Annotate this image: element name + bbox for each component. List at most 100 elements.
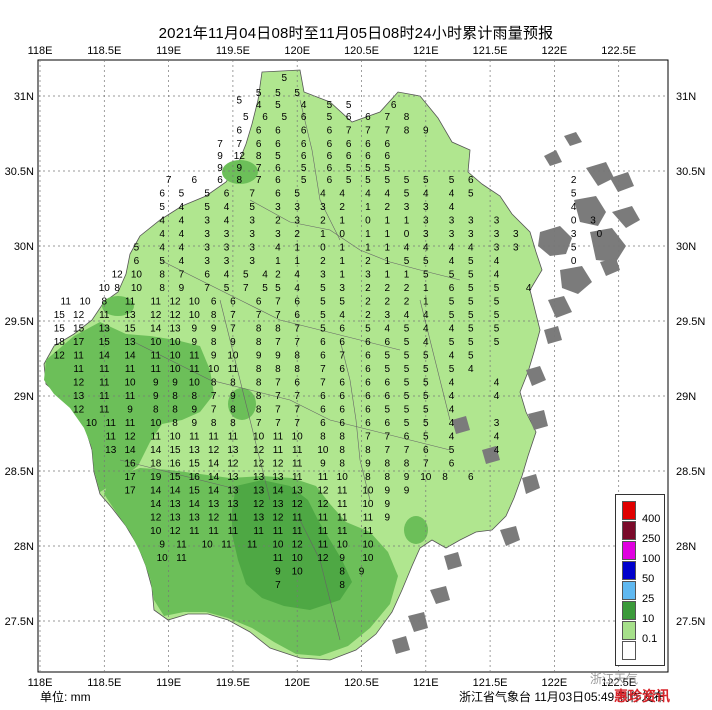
rainfall-value: 11 xyxy=(292,472,303,483)
rainfall-value: 1 xyxy=(423,283,429,294)
rainfall-value: 8 xyxy=(404,459,410,470)
rainfall-value: 6 xyxy=(294,297,300,308)
rainfall-value: 3 xyxy=(204,229,210,240)
rainfall-value: 5 xyxy=(294,88,300,99)
rainfall-value: 5 xyxy=(275,100,281,111)
rainfall-value: 11 xyxy=(99,378,110,389)
rainfall-value: 6 xyxy=(339,391,345,402)
rainfall-value: 17 xyxy=(124,472,136,483)
rainfall-value: 10 xyxy=(362,553,374,564)
rainfall-value: 6 xyxy=(192,175,198,186)
rainfall-value: 4 xyxy=(449,256,455,267)
rainfall-value: 4 xyxy=(423,310,429,321)
rainfall-value: 12 xyxy=(73,405,85,416)
rainfall-value: 8 xyxy=(256,391,262,402)
rainfall-value: 4 xyxy=(449,418,455,429)
rainfall-value: 4 xyxy=(275,243,281,254)
rainfall-value: 11 xyxy=(61,297,72,308)
rainfall-value: 13 xyxy=(73,391,85,402)
legend-swatch xyxy=(622,601,636,620)
rainfall-value: 14 xyxy=(124,445,136,456)
rainfall-value: 6 xyxy=(327,126,333,137)
rainfall-value: 5 xyxy=(468,189,474,200)
rainfall-value: 11 xyxy=(99,310,110,321)
rainfall-value: 7 xyxy=(237,139,243,150)
rain-10mm-west xyxy=(44,322,214,492)
rainfall-value: 5 xyxy=(494,337,500,348)
rainfall-value: 6 xyxy=(301,112,307,123)
source-label: 浙江省气象台 11月03日05:49 制作发布 xyxy=(459,690,666,704)
rainfall-value: 8 xyxy=(339,459,345,470)
rainfall-value: 13 xyxy=(189,513,201,524)
rainfall-value: 7 xyxy=(365,126,371,137)
rainfall-value: 9 xyxy=(275,351,281,362)
rainfall-value: 11 xyxy=(253,526,264,537)
rainfall-value: 5 xyxy=(134,243,140,254)
watermark-top: 浙江天气 xyxy=(590,672,639,686)
rainfall-value: 4 xyxy=(339,310,345,321)
lat-tick-label: 28N xyxy=(14,541,34,553)
rainfall-value: 6 xyxy=(217,175,223,186)
rainfall-value: 10 xyxy=(253,432,265,443)
map-title: 2021年11月04日08时至11月05日08时24小时累计雨量预报 xyxy=(158,25,554,42)
rainfall-value: 6 xyxy=(365,418,371,429)
rainfall-value: 7 xyxy=(423,459,429,470)
rainfall-value: 6 xyxy=(404,432,410,443)
rainfall-value: 10 xyxy=(292,432,304,443)
rainfall-value: 6 xyxy=(301,151,307,162)
rainfall-value: 6 xyxy=(423,445,429,456)
rainfall-value: 5 xyxy=(301,175,307,186)
rainfall-value: 5 xyxy=(423,378,429,389)
rainfall-value: 8 xyxy=(320,432,326,443)
rainfall-value: 4 xyxy=(494,270,500,281)
rainfall-value: 1 xyxy=(404,216,410,227)
rainfall-value: 10 xyxy=(189,378,201,389)
rainfall-value: 5 xyxy=(384,405,390,416)
rainfall-value: 6 xyxy=(365,364,371,375)
rainfall-value: 4 xyxy=(423,243,429,254)
rainfall-value: 4 xyxy=(320,189,326,200)
rainfall-value: 5 xyxy=(449,310,455,321)
rainfall-value: 18 xyxy=(150,459,162,470)
rainfall-value: 5 xyxy=(384,163,390,174)
rainfall-value: 7 xyxy=(249,189,255,200)
rainfall-value: 1 xyxy=(384,229,390,240)
rainfall-value: 11 xyxy=(151,297,162,308)
rainfall-value: 8 xyxy=(256,405,262,416)
rainfall-value: 1 xyxy=(384,243,390,254)
rainfall-value: 8 xyxy=(211,310,217,321)
rainfall-value: 11 xyxy=(292,445,303,456)
rainfall-value: 2 xyxy=(571,175,577,186)
legend-swatch xyxy=(622,541,636,560)
rainfall-value: 5 xyxy=(384,364,390,375)
rainfall-value: 6 xyxy=(384,418,390,429)
rainfall-value: 3 xyxy=(224,243,230,254)
rainfall-value: 5 xyxy=(282,73,288,84)
rainfall-value: 13 xyxy=(227,486,239,497)
rainfall-value: 4 xyxy=(494,445,500,456)
rainfall-value: 11 xyxy=(337,513,348,524)
lon-tick-label: 121E xyxy=(413,677,439,689)
rainfall-value: 8 xyxy=(256,378,262,389)
rainfall-value: 5 xyxy=(346,163,352,174)
rainfall-value: 10 xyxy=(189,310,201,321)
rainfall-value: 6 xyxy=(365,151,371,162)
rainfall-value: 8 xyxy=(211,418,217,429)
rainfall-value: 5 xyxy=(468,297,474,308)
rainfall-value: 3 xyxy=(275,229,281,240)
rainfall-value: 2 xyxy=(339,202,345,213)
rainfall-value: 5 xyxy=(468,337,474,348)
lon-tick-label: 118.5E xyxy=(87,677,121,689)
rainfall-value: 4 xyxy=(494,391,500,402)
rainfall-value: 6 xyxy=(449,459,455,470)
rainfall-value: 3 xyxy=(494,229,500,240)
rainfall-value: 7 xyxy=(384,445,390,456)
rainfall-value: 8 xyxy=(404,126,410,137)
rainfall-value: 4 xyxy=(423,324,429,335)
rainfall-value: 10 xyxy=(362,499,374,510)
lon-tick-label: 122.5E xyxy=(601,677,636,689)
rainfall-value: 13 xyxy=(189,445,201,456)
rainfall-value: 12 xyxy=(150,310,162,321)
rainfall-value: 7 xyxy=(275,310,281,321)
legend-label: 250 xyxy=(642,533,661,545)
